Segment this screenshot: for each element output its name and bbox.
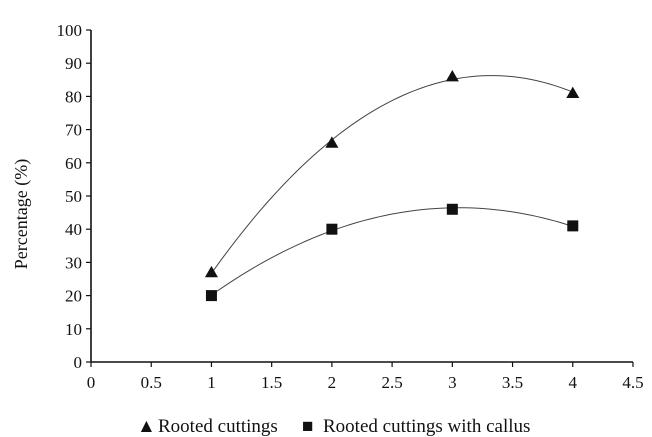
y-tick-label: 70: [65, 121, 82, 140]
legend-item-rooted-cuttings: ▲ Rooted cuttings: [137, 416, 278, 437]
data-point-square: [446, 203, 458, 215]
trendline-layer: [211, 75, 573, 296]
legend-square-icon: ■: [302, 416, 313, 437]
trendline-series-2: [211, 207, 573, 296]
data-point-triangle: [204, 265, 218, 278]
x-tick-label: 4.5: [622, 373, 643, 392]
data-point-square: [205, 290, 217, 302]
data-point-square: [326, 223, 338, 235]
data-point-triangle: [445, 69, 459, 82]
legend-triangle-icon: ▲: [137, 416, 156, 437]
y-tick-label: 60: [65, 154, 82, 173]
y-tick-label: 80: [65, 87, 82, 106]
y-tick-label: 90: [65, 54, 82, 73]
y-tick-label: 40: [65, 220, 82, 239]
legend-item-rooted-cuttings-with-callus: ■ Rooted cuttings with callus: [302, 416, 530, 437]
y-tick-label: 30: [65, 253, 82, 272]
y-tick-label: 10: [65, 320, 82, 339]
legend-label-rooted-cuttings: Rooted cuttings: [158, 416, 278, 437]
y-tick-label: 0: [74, 353, 83, 372]
y-axis-title: Percentage (%): [11, 159, 32, 269]
x-tick-label: 2: [328, 373, 337, 392]
data-point-layer: [204, 69, 580, 302]
legend-label-rooted-cuttings-with-callus: Rooted cuttings with callus: [323, 416, 530, 437]
x-tick-label: 1.5: [261, 373, 282, 392]
y-tick-label: 20: [65, 287, 82, 306]
x-tick-label: 1: [207, 373, 216, 392]
x-tick-label: 4: [569, 373, 578, 392]
x-tick-label: 2.5: [381, 373, 402, 392]
y-tick-label: 100: [57, 21, 83, 40]
data-point-triangle: [325, 136, 339, 148]
axis-layer: 0 10 20 30 40 50 60 70 80 90 100 0 0.5 1 1.5 2 2.5 3 3.5 4 4…: [57, 21, 644, 392]
data-point-triangle: [566, 86, 580, 98]
y-tick-label: 50: [65, 187, 82, 206]
x-tick-label: 3.5: [502, 373, 523, 392]
legend: ▲ Rooted cuttings ■ Rooted cuttings with…: [137, 416, 530, 437]
trendline-series-1: [211, 75, 573, 274]
x-tick-label: 0.5: [141, 373, 162, 392]
x-tick-label: 0: [87, 373, 96, 392]
data-point-square: [567, 220, 579, 232]
x-tick-label: 3: [448, 373, 457, 392]
